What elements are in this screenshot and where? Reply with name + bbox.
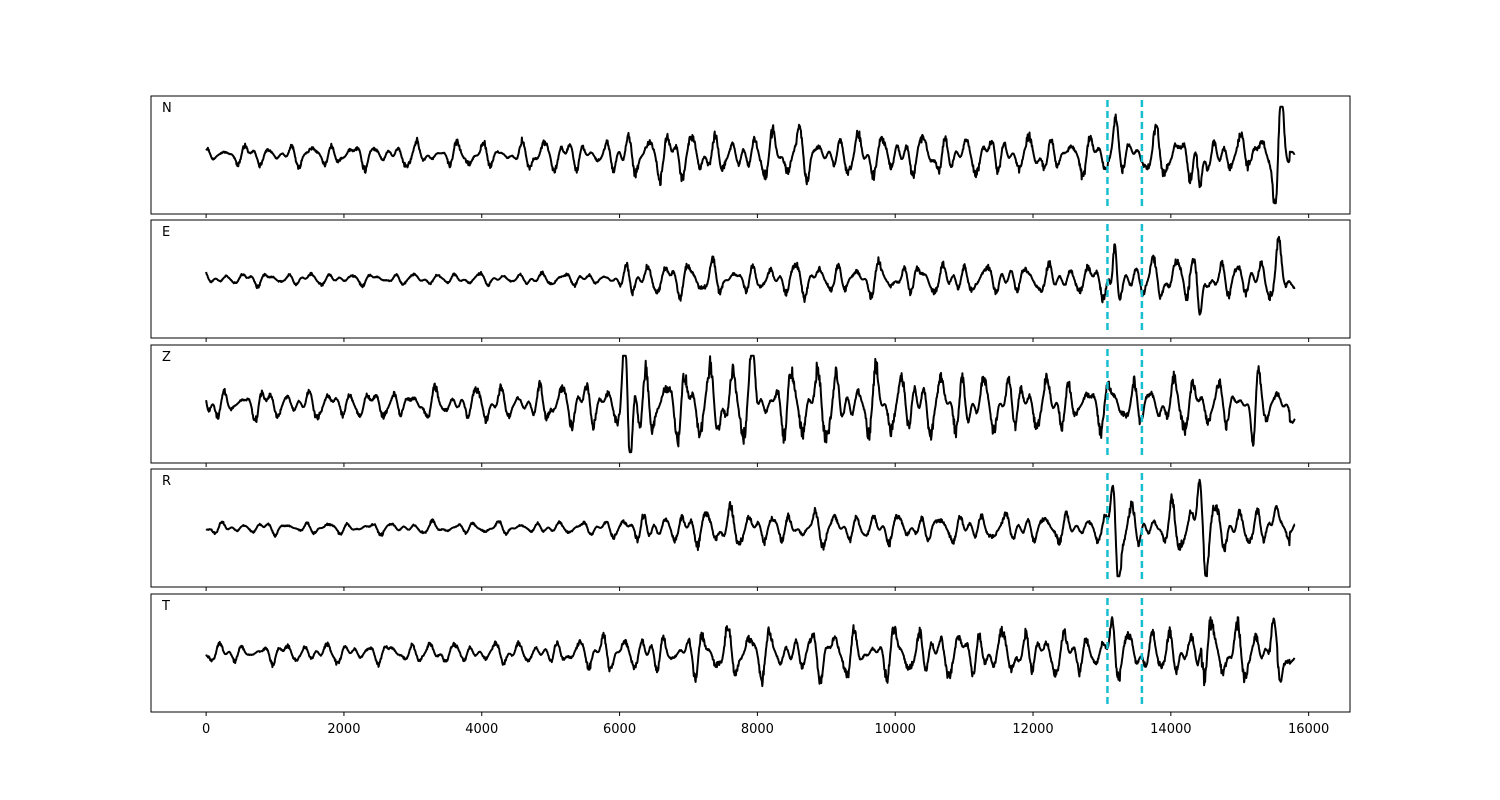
x-tick-label: 4000 [465, 722, 498, 737]
x-tick-label: 14000 [1150, 722, 1191, 737]
panel-frame [150, 593, 1351, 713]
panel-frame [150, 468, 1351, 588]
x-tick-label: 2000 [327, 722, 360, 737]
waveform-trace-z [205, 354, 1296, 454]
waveform-trace-e [205, 235, 1296, 316]
panel-n: N [150, 95, 1351, 218]
x-tick-label: 6000 [603, 722, 636, 737]
panel-label: N [162, 101, 172, 116]
waveform-trace-n [205, 105, 1296, 205]
panel-label: T [161, 599, 170, 614]
waveform-trace-t [205, 616, 1296, 688]
waveform-trace-r [205, 478, 1296, 578]
x-tick-label: 16000 [1288, 722, 1329, 737]
panel-frame [150, 219, 1351, 339]
panel-t: T [150, 593, 1351, 716]
x-tick-label: 8000 [741, 722, 774, 737]
panel-frame [150, 95, 1351, 215]
panel-frame [150, 344, 1351, 464]
panel-label: Z [162, 350, 171, 365]
x-tick-label: 12000 [1012, 722, 1053, 737]
panel-e: E [150, 219, 1351, 342]
panel-z: Z [150, 344, 1351, 467]
panel-label: R [162, 474, 171, 489]
panel-label: E [162, 225, 170, 240]
x-tick-label: 10000 [875, 722, 916, 737]
x-tick-label: 0 [202, 722, 210, 737]
panel-r: R [150, 468, 1351, 591]
